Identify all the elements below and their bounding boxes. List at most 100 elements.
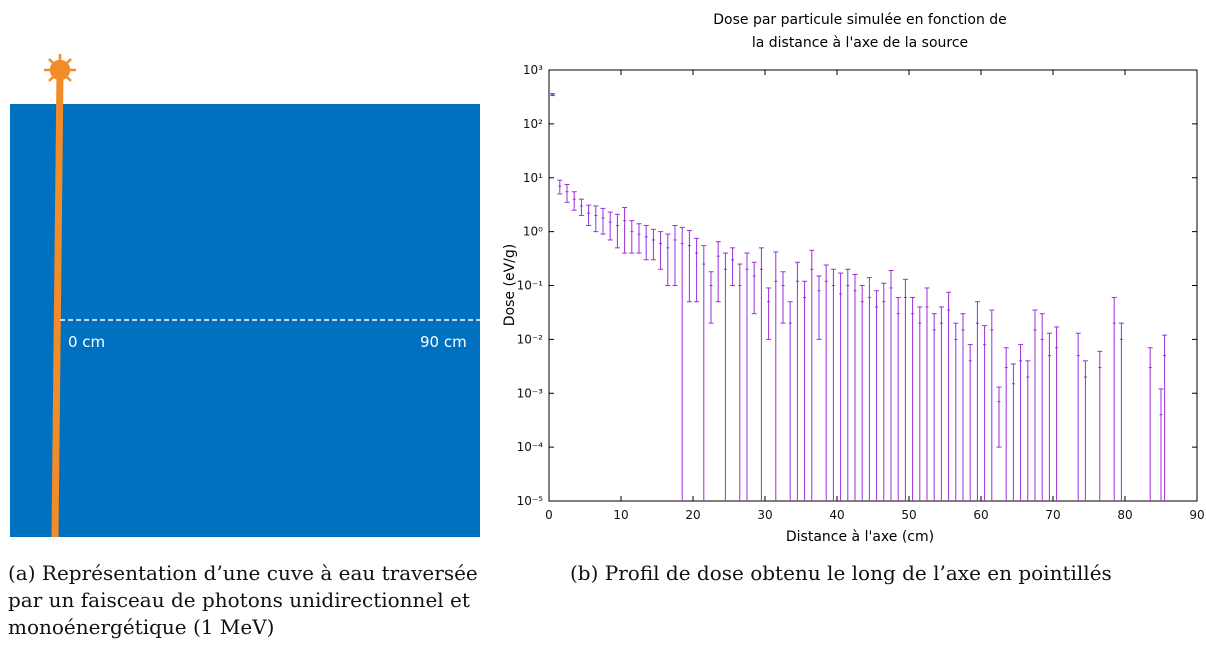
y-tick-label: 10¹ — [523, 171, 543, 185]
error-bar — [701, 245, 707, 501]
error-bar — [960, 313, 966, 501]
error-bar — [1082, 360, 1088, 501]
error-bar — [1025, 360, 1031, 501]
error-bar — [571, 191, 577, 211]
y-tick-label: 10⁻³ — [517, 386, 544, 400]
error-bar — [802, 280, 808, 501]
error-bar — [809, 249, 815, 501]
x-tick-label: 80 — [1117, 508, 1132, 522]
error-bar — [614, 213, 620, 249]
error-bar — [629, 220, 635, 254]
error-bar — [830, 268, 836, 501]
error-bar — [708, 271, 714, 324]
error-bar — [1032, 309, 1038, 501]
error-bar — [686, 229, 692, 303]
x-tick-label: 20 — [685, 508, 700, 522]
error-bar — [607, 211, 613, 241]
error-bar — [881, 282, 887, 501]
error-bar — [982, 325, 988, 501]
x-tick-label: 70 — [1045, 508, 1060, 522]
error-bar — [643, 224, 649, 261]
y-tick-label: 10⁻¹ — [517, 279, 544, 293]
error-bar — [1054, 326, 1060, 501]
error-bar — [967, 344, 973, 501]
x-tick-label: 10 — [613, 508, 628, 522]
x-axis-label: Distance à l'axe (cm) — [786, 529, 934, 545]
error-bar — [744, 252, 750, 501]
x-tick-label: 50 — [901, 508, 916, 522]
x-tick-label: 30 — [757, 508, 772, 522]
error-bar — [730, 247, 736, 286]
x-tick-label: 0 — [545, 508, 553, 522]
y-tick-label: 10⁻⁴ — [517, 440, 544, 454]
error-bar — [578, 198, 584, 216]
error-bar — [564, 183, 570, 203]
caption-a: (a) Représentation d’une cuve à eau trav… — [8, 561, 478, 585]
error-bar — [650, 228, 656, 261]
error-bar — [888, 269, 894, 501]
error-bar — [715, 241, 721, 303]
error-bar — [852, 274, 858, 501]
error-bar — [996, 386, 1002, 448]
y-tick-label: 10² — [523, 117, 543, 131]
end-label: 90 cm — [420, 333, 467, 351]
error-bar — [859, 285, 865, 501]
error-bar — [1162, 334, 1168, 501]
error-bar — [694, 237, 700, 303]
error-bar — [672, 224, 678, 286]
error-bar — [794, 261, 800, 501]
error-bar — [1018, 344, 1024, 501]
error-bar — [845, 268, 851, 501]
error-bar — [773, 251, 779, 501]
error-bar — [910, 296, 916, 501]
chart-title: la distance à l'axe de la source — [752, 35, 968, 51]
error-bar — [557, 179, 563, 195]
error-bar — [1147, 347, 1153, 501]
error-bar — [780, 271, 786, 324]
y-tick-label: 10³ — [523, 63, 543, 77]
y-tick-label: 10⁰ — [523, 225, 543, 239]
error-bar — [766, 287, 772, 340]
error-bar — [1046, 332, 1052, 501]
y-tick-label: 10⁻² — [517, 332, 544, 346]
error-bar — [1118, 322, 1124, 501]
error-bar — [550, 93, 556, 97]
error-bar — [1010, 363, 1016, 501]
start-label: 0 cm — [68, 333, 105, 351]
caption-b: (b) Profil de dose obtenu le long de l’a… — [570, 561, 1112, 585]
error-bar — [931, 313, 937, 501]
error-bar — [758, 247, 764, 501]
error-bar — [751, 261, 757, 315]
error-bar — [917, 306, 923, 501]
error-bar — [989, 309, 995, 501]
error-bar — [866, 277, 872, 501]
error-bar — [586, 204, 592, 226]
error-bar — [593, 205, 599, 233]
caption-a: par un faisceau de photons unidirectionn… — [8, 588, 470, 612]
error-bar — [938, 306, 944, 501]
error-bar — [737, 263, 743, 501]
y-tick-label: 10⁻⁵ — [517, 494, 544, 508]
sun-icon — [44, 54, 76, 86]
error-bar — [946, 291, 952, 501]
x-tick-label: 90 — [1189, 508, 1204, 522]
y-axis-label: Dose (eV/g) — [502, 244, 518, 326]
error-bar — [924, 287, 930, 501]
error-bar — [787, 301, 793, 501]
error-bar — [895, 296, 901, 501]
error-bar — [1097, 350, 1103, 501]
error-bar — [816, 275, 822, 340]
error-bar — [953, 322, 959, 501]
x-tick-label: 40 — [829, 508, 844, 522]
caption-a: monoénergétique (1 MeV) — [8, 615, 274, 639]
error-bar — [622, 207, 628, 254]
x-tick-label: 60 — [973, 508, 988, 522]
error-bar — [665, 233, 671, 286]
error-bar — [823, 264, 829, 501]
error-bar — [874, 290, 880, 501]
error-bar — [636, 223, 642, 254]
error-bar — [1075, 332, 1081, 501]
error-bar — [722, 252, 728, 501]
